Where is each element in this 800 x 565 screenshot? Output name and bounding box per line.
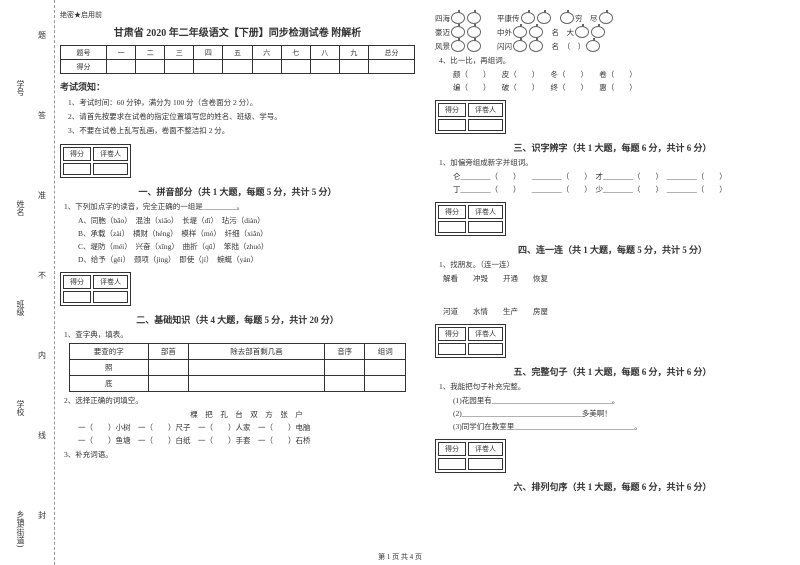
match-bottom: 河道 水情 生产 房屋 bbox=[443, 306, 782, 317]
binding-margin: 乡镇(街道) 学校 班级 姓名 学号 封 线 内 不 准 答 题 bbox=[0, 0, 55, 565]
grader-box: 得分评卷人 bbox=[60, 144, 131, 178]
grader-box: 得分评卷人 bbox=[435, 202, 506, 236]
bind-l2: 班级 bbox=[15, 300, 26, 316]
sentence-line: (3)同学们在教室里______________________________… bbox=[453, 421, 790, 432]
apple-icon bbox=[529, 40, 543, 52]
sec2-q4: 4、比一比，再组词。 bbox=[439, 55, 790, 66]
sec6-title: 六、排列句序（共 1 大题，每题 6 分，共计 6 分） bbox=[435, 480, 790, 493]
bind-l4: 学号 bbox=[15, 80, 26, 96]
exam-title: 甘肃省 2020 年二年级语文【下册】同步检测试卷 附解析 bbox=[60, 24, 415, 39]
notice-1: 1、考试时间：60 分钟，满分为 100 分（含卷面分 2 分）。 bbox=[68, 97, 415, 108]
cut-0: 封 bbox=[38, 510, 46, 521]
apple-icon bbox=[451, 12, 465, 24]
lookup-table: 要查的字部首除去部首剩几画音序组词 照 底 bbox=[69, 343, 406, 392]
row-label: 得分 bbox=[61, 60, 107, 74]
apple-icon bbox=[467, 26, 481, 38]
sec3-q1: 1、加偏旁组成新字并组词。 bbox=[439, 157, 790, 168]
idiom-row: 四海 平康传 穷 尽 bbox=[435, 12, 790, 24]
apple-icon bbox=[467, 12, 481, 24]
sec1-q1: 1、下列加点字的读音，完全正确的一组是_________。 bbox=[64, 201, 415, 212]
sec4-q1: 1、找朋友。（连一连） bbox=[439, 259, 790, 270]
apple-icon bbox=[591, 26, 605, 38]
confidential-label: 绝密★启用前 bbox=[60, 10, 415, 20]
bind-l3: 姓名 bbox=[15, 200, 26, 216]
cut-3: 不 bbox=[38, 270, 46, 281]
fill-line: 一（ ）鱼塘 一（ ）白纸 一（ ）手套 一（ ）石桥 bbox=[78, 435, 415, 446]
sec2-title: 二、基础知识（共 4 大题，每题 5 分，共计 20 分） bbox=[60, 313, 415, 326]
grader-box: 得分评卷人 bbox=[435, 100, 506, 134]
idiom-row: 豪迈 中外 名 大 bbox=[435, 26, 790, 38]
compare-line: 颜（ ） 皮（ ） 冬（ ） 卷（ ） bbox=[453, 69, 790, 80]
sec2-q2: 2、选择正确的词填空。 bbox=[64, 395, 415, 406]
match-top: 解看 冲毁 开通 恢复 bbox=[443, 273, 782, 284]
apple-icon bbox=[451, 40, 465, 52]
idiom-row: 风景 闪闪 名 （ ） bbox=[435, 40, 790, 52]
cut-6: 题 bbox=[38, 30, 46, 41]
notice-2: 2、请首先按要求在试卷的指定位置填写您的姓名、班级、学号。 bbox=[68, 111, 415, 122]
cut-2: 内 bbox=[38, 350, 46, 361]
apple-icon bbox=[529, 26, 543, 38]
apple-icon bbox=[513, 26, 527, 38]
apple-icon bbox=[521, 12, 535, 24]
apple-icon bbox=[586, 40, 600, 52]
sentence-line: (2)________________________________多美啊！ bbox=[453, 408, 790, 419]
page-footer: 第 1 页 共 4 页 bbox=[0, 552, 800, 562]
notice-title: 考试须知： bbox=[60, 80, 415, 93]
radical-line: 仑________（ ） ________（ ） 才________（ ） __… bbox=[453, 171, 790, 182]
grader-box: 得分评卷人 bbox=[60, 272, 131, 306]
bind-l0: 乡镇(街道) bbox=[15, 510, 26, 547]
sec2-q3: 3、补充词语。 bbox=[64, 449, 415, 460]
score-table: 题号 一二 三四 五六 七八 九总分 得分 bbox=[60, 45, 415, 74]
radical-line: 丁________（ ） ________（ ） 少________（ ） __… bbox=[453, 184, 790, 195]
apple-icon bbox=[575, 26, 589, 38]
grader-box: 得分评卷人 bbox=[435, 324, 506, 358]
sec4-title: 四、连一连（共 1 大题，每题 5 分，共计 5 分） bbox=[435, 243, 790, 256]
row-label: 题号 bbox=[61, 46, 107, 60]
fill-line: 一（ ）小树 一（ ）尺子 一（ ）人家 一（ ）电脑 bbox=[78, 422, 415, 433]
sentence-line: (1)花园里有________________________________。 bbox=[453, 395, 790, 406]
sec2-q1: 1、查字典，填表。 bbox=[64, 329, 415, 340]
units: 棵 把 孔 台 双 方 张 户 bbox=[78, 409, 415, 420]
cut-4: 准 bbox=[38, 190, 46, 201]
left-column: 绝密★启用前 甘肃省 2020 年二年级语文【下册】同步检测试卷 附解析 题号 … bbox=[60, 10, 415, 496]
apple-icon bbox=[451, 26, 465, 38]
right-column: 四海 平康传 穷 尽 豪迈 中外 名 大 风景 闪闪 名 （ ） 4、比一比，再… bbox=[435, 10, 790, 496]
cut-1: 线 bbox=[38, 430, 46, 441]
sec5-q1: 1、我能把句子补充完整。 bbox=[439, 381, 790, 392]
page-content: 绝密★启用前 甘肃省 2020 年二年级语文【下册】同步检测试卷 附解析 题号 … bbox=[60, 10, 790, 496]
apple-icon bbox=[537, 12, 551, 24]
apple-icon bbox=[467, 40, 481, 52]
bind-l1: 学校 bbox=[15, 400, 26, 416]
compare-line: 编（ ） 破（ ） 终（ ） 惠（ ） bbox=[453, 82, 790, 93]
grader-box: 得分评卷人 bbox=[435, 439, 506, 473]
sec1-title: 一、拼音部分（共 1 大题，每题 5 分，共计 5 分） bbox=[60, 185, 415, 198]
cut-5: 答 bbox=[38, 110, 46, 121]
apple-icon bbox=[560, 12, 574, 24]
apple-icon bbox=[513, 40, 527, 52]
sec5-title: 五、完整句子（共 1 大题，每题 6 分，共计 6 分） bbox=[435, 365, 790, 378]
apple-icon bbox=[599, 12, 613, 24]
notice-3: 3、不要在试卷上乱写乱画，卷面不整洁扣 2 分。 bbox=[68, 125, 415, 136]
sec3-title: 三、识字辨字（共 1 大题，每题 6 分，共计 6 分） bbox=[435, 141, 790, 154]
